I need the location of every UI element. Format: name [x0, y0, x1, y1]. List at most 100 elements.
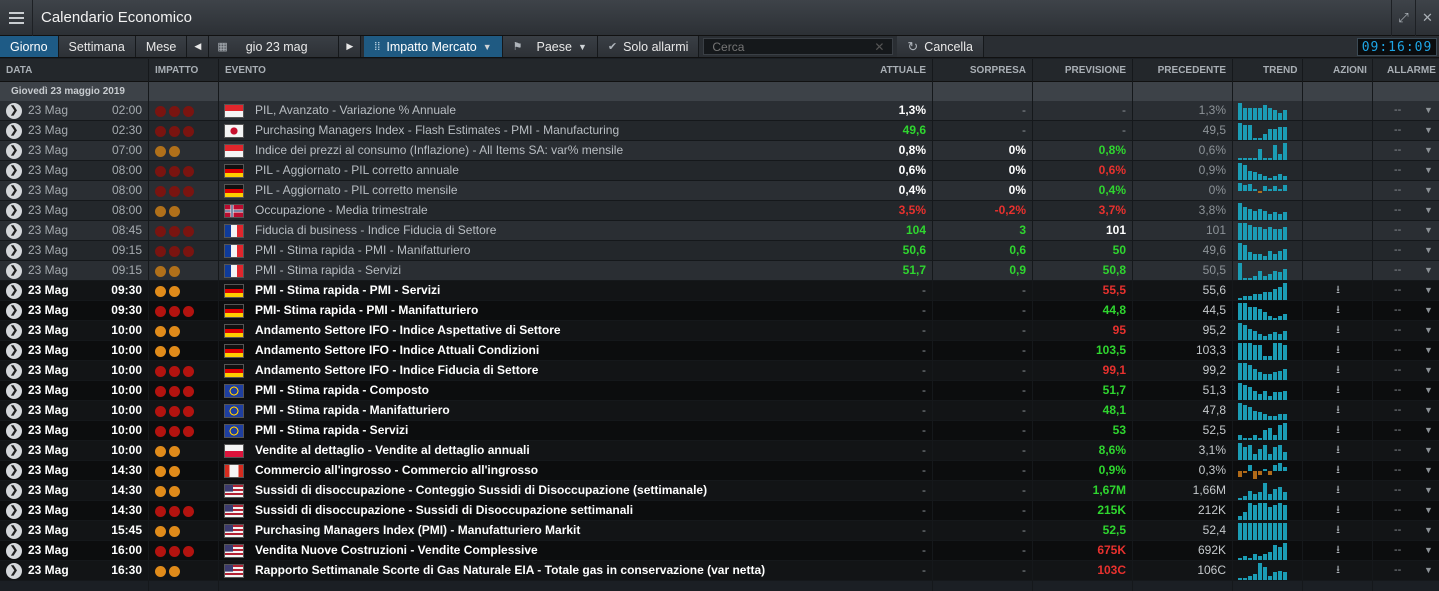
- col-date[interactable]: DATA: [6, 65, 33, 76]
- alarm-value[interactable]: --: [1394, 164, 1402, 176]
- event-name[interactable]: Andamento Settore IFO - Indice Attuali C…: [255, 343, 540, 357]
- alarm-value[interactable]: --: [1394, 564, 1402, 576]
- download-icon[interactable]: ⭳: [1336, 444, 1340, 456]
- event-name[interactable]: PMI - Stima rapida - PMI - Manifatturier…: [255, 243, 471, 257]
- alarm-dropdown-icon[interactable]: ▼: [1424, 525, 1433, 535]
- alarm-dropdown-icon[interactable]: ▼: [1424, 565, 1433, 575]
- alarm-value[interactable]: --: [1394, 544, 1402, 556]
- table-row[interactable]: ❯ 23 Mag 08:45 Fiducia di business - Indice…: [0, 221, 1439, 241]
- event-name[interactable]: Purchasing Managers Index - Flash Estima…: [255, 123, 620, 137]
- alarm-value[interactable]: --: [1394, 144, 1402, 156]
- table-row[interactable]: ❯ 23 Mag 10:00 Andamento Settore IFO - Indi…: [0, 341, 1439, 361]
- search-input[interactable]: [712, 39, 873, 54]
- col-previous[interactable]: PRECEDENTE: [1157, 65, 1226, 76]
- table-row[interactable]: ❯ 23 Mag 08:00 PIL - Aggiornato - PIL corre…: [0, 181, 1439, 201]
- alarm-dropdown-icon[interactable]: ▼: [1424, 105, 1433, 115]
- alarm-value[interactable]: --: [1394, 384, 1402, 396]
- event-name[interactable]: Commercio all'ingrosso - Commercio all'i…: [255, 463, 539, 477]
- table-row[interactable]: ❯ 23 Mag 14:30 Sussidi di disoccupazione - …: [0, 481, 1439, 501]
- alarm-dropdown-icon[interactable]: ▼: [1424, 385, 1433, 395]
- col-forecast[interactable]: PREVISIONE: [1064, 65, 1126, 76]
- tab-week[interactable]: Settimana: [58, 36, 136, 57]
- alarms-only-toggle[interactable]: ✔ Solo allarmi: [597, 36, 700, 57]
- expand-row-icon[interactable]: ❯: [6, 363, 22, 379]
- alarm-dropdown-icon[interactable]: ▼: [1424, 545, 1433, 555]
- alarm-value[interactable]: --: [1394, 304, 1402, 316]
- alarm-dropdown-icon[interactable]: ▼: [1424, 485, 1433, 495]
- alarm-dropdown-icon[interactable]: ▼: [1424, 305, 1433, 315]
- alarm-dropdown-icon[interactable]: ▼: [1424, 285, 1433, 295]
- col-actions[interactable]: AZIONI: [1333, 65, 1367, 76]
- alarm-value[interactable]: --: [1394, 244, 1402, 256]
- col-event[interactable]: EVENTO: [225, 65, 266, 76]
- alarm-value[interactable]: --: [1394, 124, 1402, 136]
- event-name[interactable]: Andamento Settore IFO - Indice Fiducia d…: [255, 363, 539, 377]
- expand-row-icon[interactable]: ❯: [6, 323, 22, 339]
- expand-row-icon[interactable]: ❯: [6, 463, 22, 479]
- close-icon[interactable]: ✕: [1415, 0, 1439, 36]
- expand-row-icon[interactable]: ❯: [6, 203, 22, 219]
- event-name[interactable]: Vendite al dettaglio - Vendite al dettag…: [255, 443, 530, 457]
- alarm-value[interactable]: --: [1394, 484, 1402, 496]
- alarm-dropdown-icon[interactable]: ▼: [1424, 325, 1433, 335]
- table-row[interactable]: ❯ 23 Mag 09:15 PMI - Stima rapida - PMI - M…: [0, 241, 1439, 261]
- event-name[interactable]: PMI - Stima rapida - PMI - Servizi: [255, 283, 441, 297]
- next-date-button[interactable]: ▶: [339, 36, 362, 57]
- download-icon[interactable]: ⭳: [1336, 324, 1340, 336]
- event-name[interactable]: Indice dei prezzi al consumo (Inflazione…: [255, 143, 624, 157]
- expand-row-icon[interactable]: ❯: [6, 123, 22, 139]
- download-icon[interactable]: ⭳: [1336, 404, 1340, 416]
- event-name[interactable]: PMI - Stima rapida - Servizi: [255, 263, 402, 277]
- expand-icon[interactable]: ⤢: [1391, 0, 1415, 36]
- alarm-dropdown-icon[interactable]: ▼: [1424, 345, 1433, 355]
- event-name[interactable]: PMI - Stima rapida - Manifatturiero: [255, 403, 450, 417]
- table-row[interactable]: ❯ 23 Mag 16:30 Rapporto Settimanale Scorte …: [0, 561, 1439, 581]
- alarm-dropdown-icon[interactable]: ▼: [1424, 185, 1433, 195]
- download-icon[interactable]: ⭳: [1336, 504, 1340, 516]
- alarm-value[interactable]: --: [1394, 184, 1402, 196]
- expand-row-icon[interactable]: ❯: [6, 303, 22, 319]
- event-name[interactable]: PIL, Avanzato - Variazione % Annuale: [255, 103, 457, 117]
- download-icon[interactable]: ⭳: [1336, 284, 1340, 296]
- download-icon[interactable]: ⭳: [1336, 384, 1340, 396]
- table-row[interactable]: ❯ 23 Mag 09:30 PMI- Stima rapida - PMI - Ma…: [0, 301, 1439, 321]
- table-row[interactable]: ❯ 23 Mag 10:00 Andamento Settore IFO - Indi…: [0, 361, 1439, 381]
- download-icon[interactable]: ⭳: [1336, 344, 1340, 356]
- download-icon[interactable]: ⭳: [1336, 304, 1340, 316]
- expand-row-icon[interactable]: ❯: [6, 223, 22, 239]
- table-row[interactable]: ❯ 23 Mag 09:30 PMI - Stima rapida - PMI - S…: [0, 281, 1439, 301]
- event-name[interactable]: PIL - Aggiornato - PIL corretto mensile: [255, 183, 458, 197]
- expand-row-icon[interactable]: ❯: [6, 283, 22, 299]
- download-icon[interactable]: ⭳: [1336, 544, 1340, 556]
- table-row[interactable]: ❯ 23 Mag 10:00 Andamento Settore IFO - Indi…: [0, 321, 1439, 341]
- event-name[interactable]: PMI - Stima rapida - Servizi: [255, 423, 409, 437]
- expand-row-icon[interactable]: ❯: [6, 503, 22, 519]
- alarm-value[interactable]: --: [1394, 424, 1402, 436]
- download-icon[interactable]: ⭳: [1336, 524, 1340, 536]
- event-name[interactable]: Fiducia di business - Indice Fiducia di …: [255, 223, 497, 237]
- download-icon[interactable]: ⭳: [1336, 424, 1340, 436]
- alarm-value[interactable]: --: [1394, 204, 1402, 216]
- clear-search-icon[interactable]: ✕: [874, 39, 885, 54]
- download-icon[interactable]: ⭳: [1336, 364, 1340, 376]
- table-row[interactable]: ❯ 23 Mag 10:00 Vendite al dettaglio - Vendi…: [0, 441, 1439, 461]
- alarm-dropdown-icon[interactable]: ▼: [1424, 125, 1433, 135]
- event-name[interactable]: Occupazione - Media trimestrale: [255, 203, 428, 217]
- alarm-dropdown-icon[interactable]: ▼: [1424, 445, 1433, 455]
- alarm-value[interactable]: --: [1394, 404, 1402, 416]
- alarm-dropdown-icon[interactable]: ▼: [1424, 225, 1433, 235]
- expand-row-icon[interactable]: ❯: [6, 103, 22, 119]
- event-name[interactable]: Purchasing Managers Index (PMI) - Manufa…: [255, 523, 581, 537]
- alarm-value[interactable]: --: [1394, 324, 1402, 336]
- expand-row-icon[interactable]: ❯: [6, 443, 22, 459]
- event-name[interactable]: Vendita Nuove Costruzioni - Vendite Comp…: [255, 543, 538, 557]
- expand-row-icon[interactable]: ❯: [6, 263, 22, 279]
- table-row[interactable]: ❯ 23 Mag 09:15 PMI - Stima rapida - Servizi…: [0, 261, 1439, 281]
- download-icon[interactable]: ⭳: [1336, 564, 1340, 576]
- table-row[interactable]: ❯ 23 Mag 14:30 Commercio all'ingrosso - Com…: [0, 461, 1439, 481]
- table-row[interactable]: ❯ 23 Mag 02:30 Purchasing Managers Index - …: [0, 121, 1439, 141]
- col-impact[interactable]: IMPATTO: [155, 65, 199, 76]
- table-row[interactable]: ❯ 23 Mag 10:00 PMI - Stima rapida - Servizi…: [0, 421, 1439, 441]
- alarm-dropdown-icon[interactable]: ▼: [1424, 205, 1433, 215]
- expand-row-icon[interactable]: ❯: [6, 243, 22, 259]
